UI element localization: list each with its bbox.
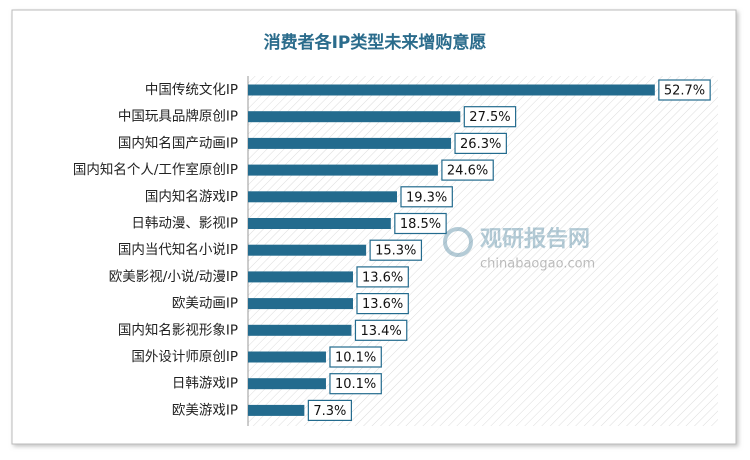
value-label-box — [329, 373, 382, 395]
bar — [248, 244, 367, 256]
bar — [248, 351, 326, 363]
bar — [248, 218, 391, 229]
bar — [248, 324, 352, 336]
bar — [248, 271, 353, 283]
category-label: 国内知名国产动画IP — [118, 134, 238, 151]
value-label-box — [658, 79, 711, 101]
chart-title: 消费者各IP类型未来增购意愿 — [264, 32, 487, 53]
watermark: 观研报告网 chinabaogao.com — [443, 227, 595, 272]
value-label: 27.5% — [469, 110, 510, 125]
category-label: 日韩动漫、影视IP — [131, 216, 238, 232]
category-label: 国内知名影视形象IP — [118, 321, 238, 338]
value-label-box — [400, 186, 453, 208]
value-label: 24.6% — [447, 164, 488, 179]
value-label-box — [369, 239, 423, 261]
category-label: 国内知名游戏IP — [145, 188, 238, 205]
bar — [248, 404, 305, 416]
watermark-logo — [443, 227, 473, 257]
value-label: 13.4% — [360, 324, 401, 339]
bar — [248, 378, 326, 390]
value-label-box — [441, 159, 494, 181]
value-label: 26.3% — [460, 137, 501, 152]
category-label: 中国玩具品牌原创IP — [118, 108, 238, 125]
category-label: 日韩游戏IP — [172, 376, 238, 392]
category-label: 欧美影视/小说/动漫IP — [109, 269, 238, 285]
value-label: 13.6% — [362, 270, 403, 285]
value-label: 7.3% — [313, 404, 346, 419]
value-label: 15.3% — [375, 244, 416, 259]
watermark-url: chinabaogao.com — [480, 257, 595, 272]
value-label-box — [354, 319, 408, 341]
value-label-box — [394, 212, 447, 235]
value-label-box — [307, 399, 352, 421]
category-label: 国内知名个人/工作室原创IP — [73, 161, 238, 178]
value-label: 10.1% — [335, 377, 376, 392]
bar — [248, 84, 655, 96]
value-label: 52.7% — [664, 84, 705, 99]
bar — [248, 298, 353, 310]
value-label-box — [463, 106, 517, 128]
bar — [248, 137, 452, 149]
value-label-box — [454, 132, 507, 154]
value-label: 10.1% — [335, 351, 376, 366]
value-label: 19.3% — [406, 190, 447, 205]
category-label: 国外设计师原创IP — [131, 349, 238, 365]
value-label-box — [356, 293, 409, 315]
bar — [248, 191, 397, 203]
value-label-box — [329, 346, 382, 368]
category-label: 国内当代知名小说IP — [118, 241, 238, 258]
category-label: 欧美动画IP — [172, 296, 238, 312]
category-label: 中国传统文化IP — [145, 82, 238, 98]
bar — [248, 164, 438, 176]
category-label: 欧美游戏IP — [172, 402, 238, 418]
value-label: 18.5% — [400, 217, 441, 232]
value-label-box — [356, 266, 409, 288]
bar — [248, 111, 461, 123]
value-label: 13.6% — [362, 297, 403, 312]
watermark-name: 观研报告网 — [480, 227, 590, 252]
